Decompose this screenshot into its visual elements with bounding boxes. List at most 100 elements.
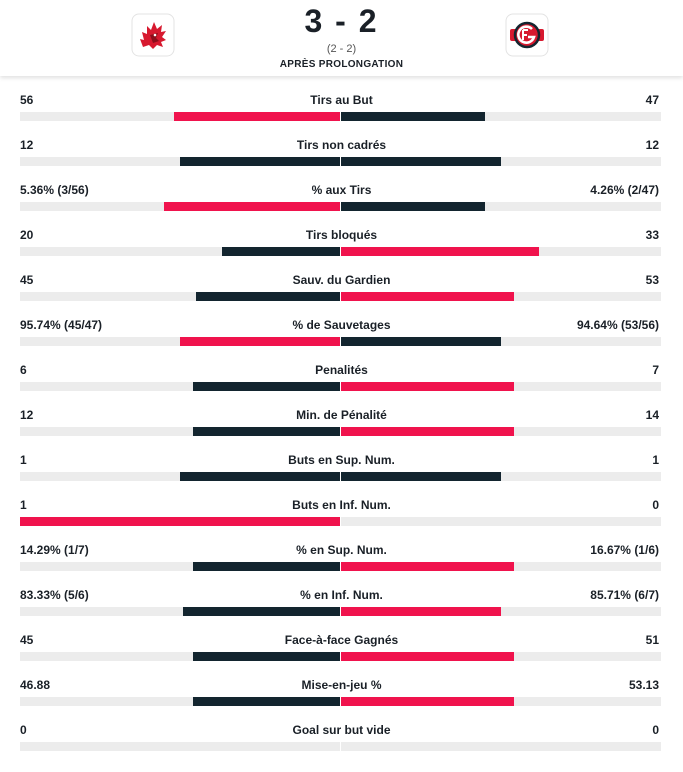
home-stat-track bbox=[20, 607, 340, 616]
stat-row: 1 Buts en Sup. Num. 1 bbox=[0, 449, 683, 494]
home-team-logo[interactable] bbox=[131, 13, 175, 57]
home-stat-track bbox=[20, 247, 340, 256]
regulation-score: (2 - 2) bbox=[326, 43, 357, 55]
home-stat-value: 1 bbox=[20, 498, 27, 512]
away-stat-value: 4.26% (2/47) bbox=[590, 183, 659, 197]
stat-name: Penalités bbox=[315, 363, 368, 377]
stat-row: 45 Sauv. du Gardien 53 bbox=[0, 269, 683, 314]
home-stat-track bbox=[20, 112, 340, 121]
stat-row: 5.36% (3/56) % aux Tirs 4.26% (2/47) bbox=[0, 179, 683, 224]
stat-name: Face-à-face Gagnés bbox=[284, 633, 399, 647]
away-stat-value: 16.67% (1/6) bbox=[590, 543, 659, 557]
away-stat-track bbox=[341, 652, 661, 661]
away-stat-track bbox=[341, 427, 661, 436]
home-stat-value: 20 bbox=[20, 228, 34, 242]
home-stat-track bbox=[20, 742, 340, 751]
home-stat-bar bbox=[192, 562, 340, 571]
home-stat-value: 45 bbox=[20, 273, 34, 287]
away-stat-value: 47 bbox=[645, 93, 659, 107]
home-stat-value: 95.74% (45/47) bbox=[20, 318, 103, 332]
home-stat-track bbox=[20, 382, 340, 391]
stat-row: 56 Tirs au But 47 bbox=[0, 89, 683, 134]
home-stat-value: 83.33% (5/6) bbox=[20, 588, 89, 602]
away-stat-value: 0 bbox=[652, 498, 659, 512]
stat-row: 83.33% (5/6) % en Inf. Num. 85.71% (6/7) bbox=[0, 584, 683, 629]
home-stat-bar bbox=[196, 292, 340, 301]
stat-name: % de Sauvetages bbox=[292, 318, 391, 332]
away-stat-track bbox=[341, 472, 661, 481]
lion-head-icon bbox=[131, 13, 175, 57]
away-stat-value: 53.13 bbox=[628, 678, 659, 692]
home-stat-bar bbox=[221, 247, 340, 256]
away-team-logo[interactable] bbox=[505, 13, 549, 57]
away-stat-value: 14 bbox=[645, 408, 659, 422]
stat-row: 45 Face-à-face Gagnés 51 bbox=[0, 629, 683, 674]
away-stat-bar bbox=[341, 157, 501, 166]
stat-row: 14.29% (1/7) % en Sup. Num. 16.67% (1/6) bbox=[0, 539, 683, 584]
stat-name: Tirs au But bbox=[310, 93, 373, 107]
home-stat-track bbox=[20, 157, 340, 166]
away-stat-value: 0 bbox=[652, 723, 659, 737]
stat-name: % en Inf. Num. bbox=[300, 588, 383, 602]
away-stat-bar bbox=[341, 202, 485, 211]
stat-name: Tirs non cadrés bbox=[296, 138, 387, 152]
away-stat-value: 7 bbox=[652, 363, 659, 377]
home-stat-bar bbox=[180, 337, 340, 346]
away-stat-track bbox=[341, 697, 661, 706]
home-stat-value: 5.36% (3/56) bbox=[20, 183, 89, 197]
home-stat-track bbox=[20, 427, 340, 436]
away-stat-bar bbox=[341, 652, 514, 661]
stat-name: Goal sur but vide bbox=[292, 723, 391, 737]
home-stat-track bbox=[20, 697, 340, 706]
stat-name: Buts en Inf. Num. bbox=[292, 498, 391, 512]
stat-row: 6 Penalités 7 bbox=[0, 359, 683, 404]
away-stat-track bbox=[341, 247, 661, 256]
home-stat-bar bbox=[192, 427, 340, 436]
home-stat-track bbox=[20, 517, 340, 526]
away-stat-value: 12 bbox=[645, 138, 659, 152]
home-stat-bar bbox=[20, 517, 340, 526]
away-stat-bar bbox=[341, 247, 540, 256]
away-stat-track bbox=[341, 292, 661, 301]
away-stat-track bbox=[341, 562, 661, 571]
stat-row: 95.74% (45/47) % de Sauvetages 94.64% (53/… bbox=[0, 314, 683, 359]
match-header: 3 - 2 (2 - 2) APRÈS PROLONGATION bbox=[0, 0, 683, 76]
fribourg-gotteron-crest-icon bbox=[505, 13, 549, 57]
away-stat-track bbox=[341, 517, 661, 526]
away-stat-track bbox=[341, 382, 661, 391]
away-stat-value: 53 bbox=[645, 273, 659, 287]
home-stat-track bbox=[20, 562, 340, 571]
away-stat-track bbox=[341, 112, 661, 121]
stat-name: Sauv. du Gardien bbox=[292, 273, 391, 287]
home-stat-track bbox=[20, 202, 340, 211]
home-stat-bar bbox=[173, 112, 340, 121]
away-stat-bar bbox=[341, 382, 514, 391]
stat-row: 12 Min. de Pénalité 14 bbox=[0, 404, 683, 449]
home-stat-value: 46.88 bbox=[20, 678, 51, 692]
away-stat-track bbox=[341, 157, 661, 166]
away-stat-bar bbox=[341, 292, 514, 301]
away-stat-track bbox=[341, 337, 661, 346]
away-stat-track bbox=[341, 607, 661, 616]
stats-list: 56 Tirs au But 47 12 Tirs non cadrés 12 5.36% … bbox=[0, 89, 683, 764]
home-stat-track bbox=[20, 652, 340, 661]
away-stat-bar bbox=[341, 697, 514, 706]
stat-row: 1 Buts en Inf. Num. 0 bbox=[0, 494, 683, 539]
stat-name: Min. de Pénalité bbox=[296, 408, 387, 422]
home-stat-bar bbox=[164, 202, 340, 211]
home-stat-value: 12 bbox=[20, 138, 34, 152]
away-stat-track bbox=[341, 202, 661, 211]
away-stat-bar bbox=[341, 337, 501, 346]
away-stat-bar bbox=[341, 427, 514, 436]
away-stat-value: 1 bbox=[652, 453, 659, 467]
home-stat-bar bbox=[192, 382, 340, 391]
away-stat-track bbox=[341, 742, 661, 751]
away-stat-bar bbox=[341, 562, 514, 571]
home-stat-bar bbox=[180, 157, 340, 166]
stat-row: 12 Tirs non cadrés 12 bbox=[0, 134, 683, 179]
away-stat-bar bbox=[341, 112, 485, 121]
home-stat-track bbox=[20, 292, 340, 301]
stat-name: Tirs bloqués bbox=[305, 228, 378, 242]
match-score: 3 - 2 bbox=[304, 3, 379, 39]
away-stat-bar bbox=[341, 607, 501, 616]
